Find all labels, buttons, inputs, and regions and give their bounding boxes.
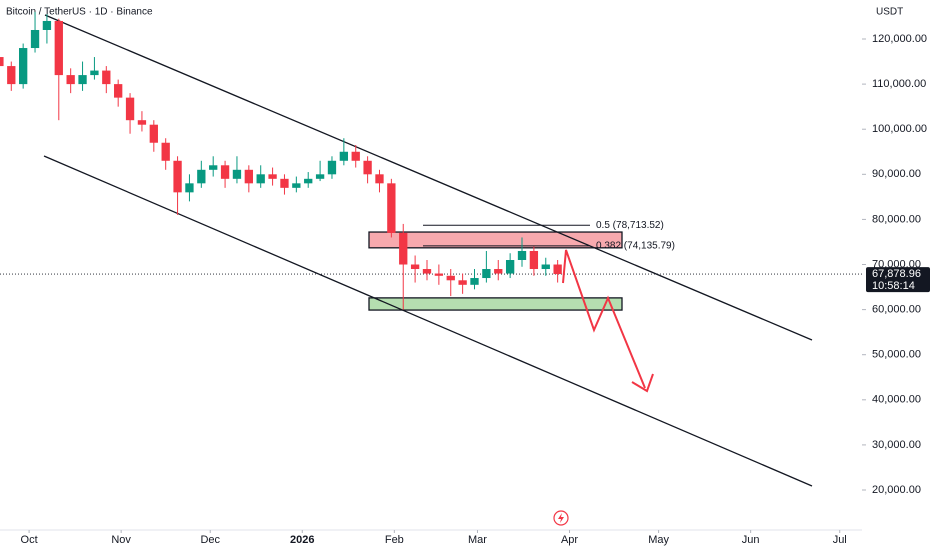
x-tick-label: 2026 xyxy=(290,534,314,546)
candle-body xyxy=(232,169,242,179)
candle-body xyxy=(66,75,75,85)
candle-body xyxy=(161,142,170,161)
candle-body xyxy=(375,174,384,184)
y-tick-label: 30,000.00 xyxy=(872,439,921,451)
price-zone xyxy=(368,231,623,249)
y-tick-label: 90,000.00 xyxy=(872,168,921,180)
y-tick-label: 50,000.00 xyxy=(872,349,921,361)
price-zone xyxy=(368,297,623,311)
candle-body xyxy=(339,151,349,161)
candle-body xyxy=(7,66,16,85)
candle-body xyxy=(149,124,158,143)
candle-body xyxy=(54,20,63,76)
candle-body xyxy=(90,70,99,76)
y-tick-label: 100,000.00 xyxy=(872,123,927,135)
candle-body xyxy=(494,269,503,274)
candle-body xyxy=(351,151,360,161)
candle-body xyxy=(458,280,467,285)
candle-body xyxy=(387,183,396,233)
candle-body xyxy=(482,269,491,279)
candle-body xyxy=(256,174,265,184)
candle-body xyxy=(434,273,444,276)
channel-upper xyxy=(44,14,813,341)
candle-body xyxy=(209,165,218,170)
candle-body xyxy=(304,178,313,184)
candle-body xyxy=(244,169,253,184)
candle-body xyxy=(42,20,52,30)
x-tick-label: Mar xyxy=(468,534,487,546)
candle-body xyxy=(446,275,455,281)
candle-body xyxy=(125,97,135,121)
candle-body xyxy=(220,165,230,179)
y-tick-label: 60,000.00 xyxy=(872,304,921,316)
x-tick-label: Oct xyxy=(21,534,38,546)
candle-body xyxy=(114,84,123,98)
candle-body xyxy=(185,183,194,193)
x-tick-label: Apr xyxy=(561,534,578,546)
chart-title: Bitcoin / TetherUS · 1D · Binance xyxy=(6,7,153,18)
candle-body xyxy=(292,183,301,188)
x-tick-label: Dec xyxy=(200,534,220,546)
candle-body xyxy=(541,264,550,270)
candle-body xyxy=(0,57,4,67)
y-tick-label: 20,000.00 xyxy=(872,484,921,496)
x-tick-label: Nov xyxy=(111,534,131,546)
candle-body xyxy=(470,278,479,285)
candle-body xyxy=(363,160,372,175)
candle-body xyxy=(399,232,408,265)
projection-arrow xyxy=(562,249,646,389)
candle-body xyxy=(102,70,111,85)
candle-body xyxy=(19,48,28,85)
y-tick-label: 80,000.00 xyxy=(872,213,921,225)
price-box xyxy=(866,267,930,293)
candle-body xyxy=(517,250,527,260)
fib-label: 0.382 (74,135.79) xyxy=(596,240,675,251)
event-bolt xyxy=(558,513,564,523)
candle-body xyxy=(505,260,515,274)
candle-body xyxy=(410,264,420,270)
y-tick-label: 110,000.00 xyxy=(872,78,926,90)
candle-body xyxy=(137,120,147,125)
x-tick-label: Jul xyxy=(833,534,847,546)
x-tick-label: Jun xyxy=(742,534,760,546)
x-tick-label: May xyxy=(648,534,669,546)
x-tick-label: Feb xyxy=(385,534,404,546)
fib-label: 0.5 (78,713.52) xyxy=(596,220,664,231)
price-label: 67,878.96 xyxy=(872,268,921,280)
drawings: 0.5 (78,713.52) 0.382 (74,135.79) xyxy=(0,220,862,311)
y-tick-label: 40,000.00 xyxy=(872,394,921,406)
y-tick-label: 120,000.00 xyxy=(872,33,927,45)
candle-body xyxy=(197,169,206,184)
candle-body xyxy=(280,178,289,188)
channel-lower xyxy=(43,155,813,487)
candle-body xyxy=(422,269,432,274)
candle-body xyxy=(327,160,337,175)
candle-body xyxy=(529,250,539,270)
candle-body xyxy=(268,174,277,179)
candle-body xyxy=(553,264,562,275)
candle-body xyxy=(30,29,40,49)
candle-body xyxy=(315,174,325,179)
candles xyxy=(0,11,562,310)
arrow-head xyxy=(631,373,654,393)
candle-body xyxy=(78,75,87,85)
candle-body xyxy=(173,160,182,193)
countdown: 10:58:14 xyxy=(872,280,915,292)
currency-label: USDT xyxy=(876,7,903,18)
